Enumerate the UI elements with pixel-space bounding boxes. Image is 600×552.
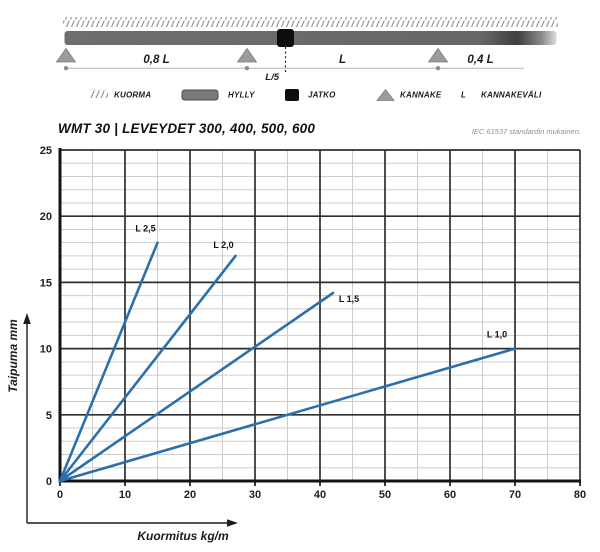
x-tick-label: 50 bbox=[379, 489, 391, 501]
span-label-left: 0,8 L bbox=[143, 54, 169, 66]
page-title: WMT 30 | LEVEYDET 300, 400, 500, 600 bbox=[58, 121, 316, 136]
series-line-4 bbox=[58, 347, 517, 483]
x-tick-label: 30 bbox=[249, 489, 261, 501]
series-label-2: L 2,0 bbox=[213, 240, 233, 250]
y-tick-label: 10 bbox=[40, 344, 52, 356]
y-tick-label: 25 bbox=[40, 145, 52, 157]
x-tick-label: 40 bbox=[314, 489, 326, 501]
dimension-node bbox=[435, 66, 441, 71]
bracket-triangle-middle bbox=[236, 47, 258, 63]
span-label-joint-offset: L/5 bbox=[265, 72, 279, 83]
spacing-letter-icon: L bbox=[461, 91, 466, 100]
y-tick-label: 0 bbox=[46, 476, 52, 488]
plot-area: 0 10 20 30 40 50 60 70 80 0 5 10 15 20 25 L 2,5 L 2,0 L 1… bbox=[40, 145, 586, 501]
bracket-triangle-icon bbox=[376, 88, 395, 101]
standard-note: IEC 61537 standardin mukainen. bbox=[471, 127, 581, 136]
load-hatch-icon bbox=[90, 89, 108, 98]
deflection-chart: 0 10 20 30 40 50 60 70 80 0 5 10 15 20 25 L 2,5 L 2,0 L 1… bbox=[6, 145, 586, 543]
span-label-right: 0,4 L bbox=[467, 54, 493, 66]
y-axis-title: Taipuma mm bbox=[6, 319, 20, 393]
y-tick-label: 20 bbox=[40, 211, 52, 223]
joint-square-icon bbox=[285, 89, 299, 101]
x-tick-label: 10 bbox=[119, 489, 131, 501]
legend-label-kannakevali: KANNAKEVÄLI bbox=[481, 91, 542, 100]
series-label-4: L 1,0 bbox=[487, 330, 507, 340]
y-tick-label: 5 bbox=[46, 410, 52, 422]
legend-label-kannake: KANNAKE bbox=[400, 91, 442, 100]
series-line-3 bbox=[58, 291, 335, 483]
legend-label-jatko: JATKO bbox=[308, 91, 336, 100]
bracket-triangle-left bbox=[55, 47, 77, 63]
x-axis-arrow bbox=[27, 519, 238, 527]
dimension-node bbox=[244, 66, 250, 71]
x-tick-label: 0 bbox=[57, 489, 63, 501]
shelf-load-diagram: 0,8 L L 0,4 L L/5 KUORMA HYLLY JATKO KAN… bbox=[55, 17, 558, 101]
joint-square bbox=[277, 29, 294, 47]
x-tick-label: 70 bbox=[509, 489, 521, 501]
span-label-mid: L bbox=[339, 54, 346, 66]
x-tick-label: 80 bbox=[574, 489, 586, 501]
y-tick-label: 15 bbox=[40, 277, 52, 289]
diagram-legend: KUORMA HYLLY JATKO KANNAKE L KANNAKEVÄLI bbox=[90, 88, 542, 101]
series-label-1: L 2,5 bbox=[135, 224, 155, 234]
y-axis-arrow bbox=[23, 313, 31, 523]
bracket-triangle-right bbox=[427, 47, 449, 63]
x-axis-title: Kuormitus kg/m bbox=[137, 529, 229, 543]
load-hatch-band bbox=[63, 17, 558, 27]
legend-label-kuorma: KUORMA bbox=[114, 91, 151, 100]
legend-label-hylly: HYLLY bbox=[228, 91, 255, 100]
x-tick-label: 20 bbox=[184, 489, 196, 501]
series-line-2 bbox=[58, 254, 237, 483]
title-bar: WMT 30 | LEVEYDET 300, 400, 500, 600 IEC… bbox=[0, 112, 600, 140]
dimension-node bbox=[63, 66, 69, 71]
x-tick-label: 60 bbox=[444, 489, 456, 501]
series-line-1 bbox=[58, 241, 159, 483]
shelf-beam bbox=[64, 31, 557, 45]
series-label-3: L 1,5 bbox=[339, 294, 359, 304]
shelf-bar-icon bbox=[181, 89, 219, 101]
